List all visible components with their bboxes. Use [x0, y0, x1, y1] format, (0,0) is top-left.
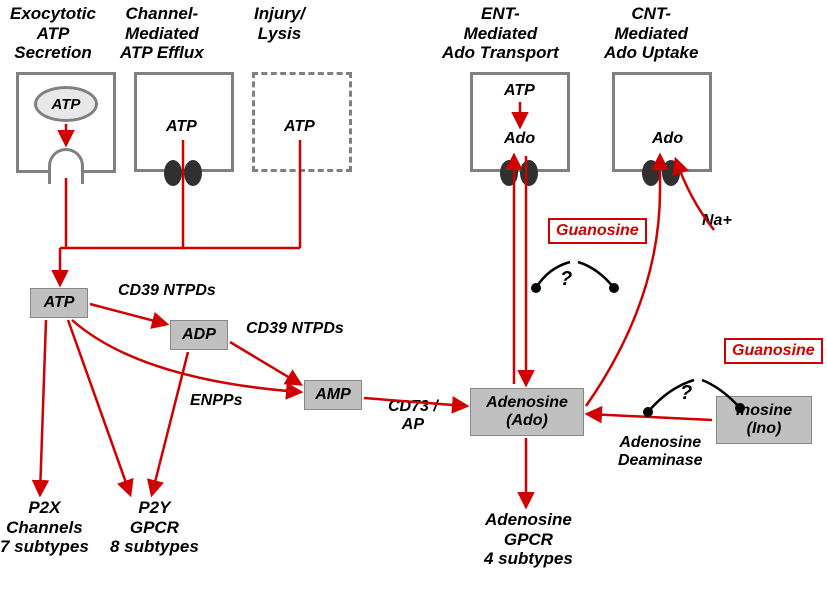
enzyme-cd39-2: CD39 NTPDs [246, 320, 344, 338]
atp-ent-label: ATP [504, 82, 535, 100]
header-ent: ENT- Mediated Ado Transport [442, 4, 559, 63]
guanosine-box-1: Guanosine [548, 218, 647, 244]
atp-channel-label: ATP [166, 118, 197, 136]
box-amp: AMP [304, 380, 362, 410]
header-cnt: CNT- Mediated Ado Uptake [604, 4, 698, 63]
enzyme-cd39-1: CD39 NTPDs [118, 282, 216, 300]
ado-ent-label: Ado [504, 130, 535, 148]
cell-cnt [612, 72, 712, 172]
cell-exocytotic-bottom-right [84, 170, 116, 173]
question-1: ? [560, 268, 572, 291]
box-inosine-text: Inosine (Ino) [736, 402, 792, 437]
receptor-ado-gpcr: Adenosine GPCR 4 subtypes [484, 510, 573, 569]
enzyme-enpps: ENPPs [190, 392, 242, 410]
receptor-p2x: P2X Channels 7 subtypes [0, 498, 89, 557]
box-adenosine: Adenosine (Ado) [470, 388, 584, 436]
enzyme-ada: Adenosine Deaminase [618, 434, 703, 471]
channel-right-1 [184, 160, 202, 186]
na-label: Na+ [702, 212, 732, 230]
box-adp: ADP [170, 320, 228, 350]
channel-left-2 [500, 160, 518, 186]
box-adenosine-text: Adenosine (Ado) [486, 394, 568, 429]
channel-left-3 [642, 160, 660, 186]
channel-left-1 [164, 160, 182, 186]
question-2: ? [680, 382, 692, 405]
receptor-p2y: P2Y GPCR 8 subtypes [110, 498, 199, 557]
header-injury: Injury/ Lysis [254, 4, 305, 43]
enzyme-cd73: CD73 / AP [388, 398, 438, 435]
exocytosis-pore [48, 148, 84, 184]
channel-right-2 [520, 160, 538, 186]
vesicle-atp: ATP [34, 86, 98, 122]
box-inosine: Inosine (Ino) [716, 396, 812, 444]
guanosine-box-2: Guanosine [724, 338, 823, 364]
header-exocytotic: Exocytotic ATP Secretion [10, 4, 96, 63]
ado-cnt-label: Ado [652, 130, 683, 148]
cell-exocytotic-bottom-left [16, 170, 48, 173]
atp-injury-label: ATP [284, 118, 315, 136]
vesicle-atp-label: ATP [52, 96, 81, 113]
header-channel: Channel- Mediated ATP Efflux [120, 4, 204, 63]
channel-right-3 [662, 160, 680, 186]
box-atp: ATP [30, 288, 88, 318]
